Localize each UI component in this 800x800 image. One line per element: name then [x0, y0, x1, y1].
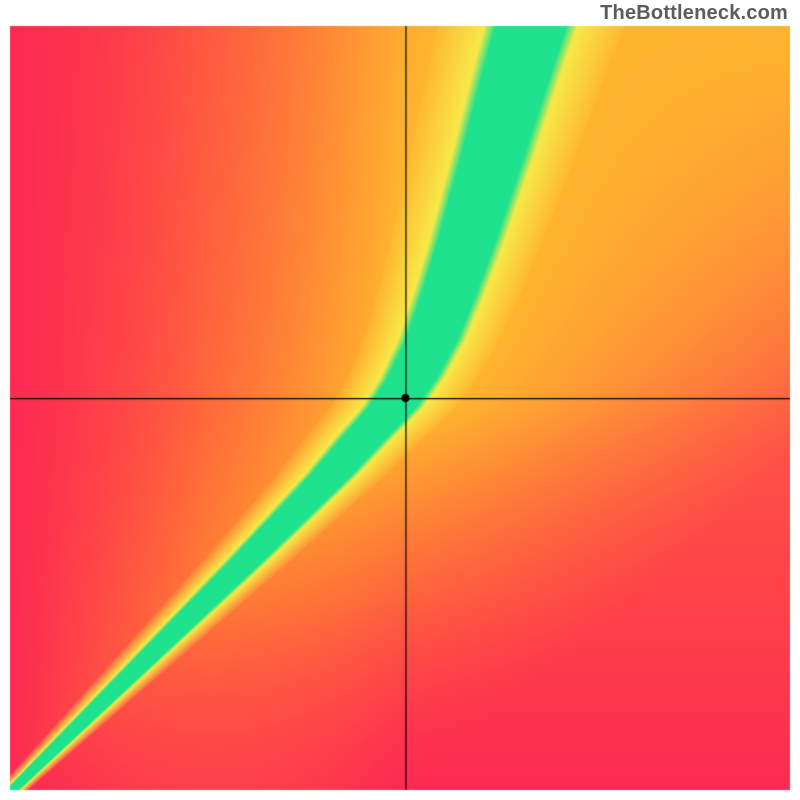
heatmap-canvas — [0, 0, 800, 800]
chart-container: TheBottleneck.com — [0, 0, 800, 800]
watermark-text: TheBottleneck.com — [600, 2, 788, 25]
